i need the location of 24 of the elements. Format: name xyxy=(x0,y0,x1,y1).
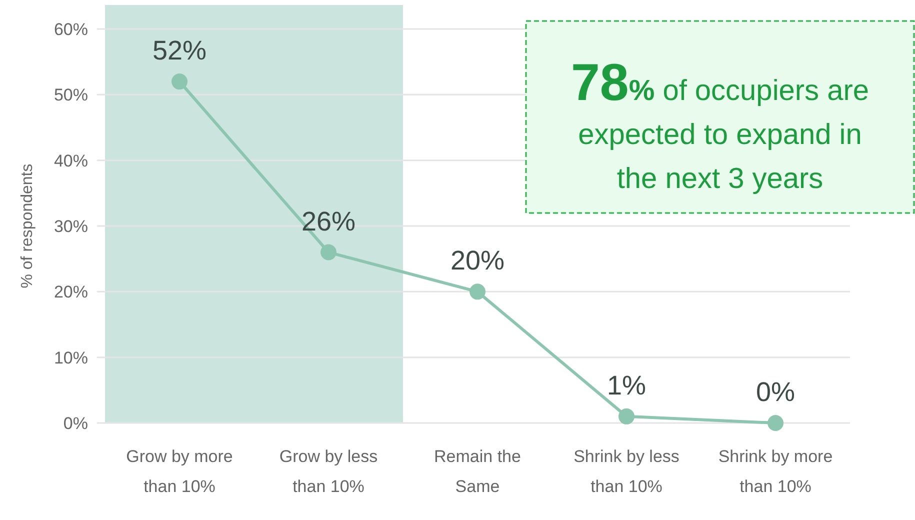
data-label: 0% xyxy=(756,377,796,407)
y-tick-label: 0% xyxy=(63,414,88,433)
point xyxy=(768,415,784,431)
x-tick-label: Grow by more than 10% xyxy=(126,447,233,496)
data-label: 1% xyxy=(606,370,646,400)
x-tick-label: Remain the Same xyxy=(434,447,521,496)
y-tick-label: 60% xyxy=(54,20,88,39)
point xyxy=(470,284,486,300)
y-axis-title: % of respondents xyxy=(19,164,36,288)
x-tick-label: Shrink by more than 10% xyxy=(718,447,833,496)
x-tick-label: Shrink by less than 10% xyxy=(574,447,680,496)
data-label: 26% xyxy=(301,206,356,236)
y-tick-label: 40% xyxy=(54,151,88,170)
y-tick-label: 30% xyxy=(54,217,88,236)
data-label: 52% xyxy=(152,36,207,66)
point xyxy=(618,408,634,424)
x-tick-label: Grow by less than 10% xyxy=(279,447,378,496)
annotation: 78% of occupiers are expected to expand in the next 3 years xyxy=(570,54,870,195)
point xyxy=(172,74,188,90)
y-tick-label: 50% xyxy=(54,86,88,105)
data-label: 20% xyxy=(450,246,505,276)
point xyxy=(320,244,336,260)
y-tick-label: 20% xyxy=(54,282,88,302)
y-tick-label: 10% xyxy=(54,348,88,368)
